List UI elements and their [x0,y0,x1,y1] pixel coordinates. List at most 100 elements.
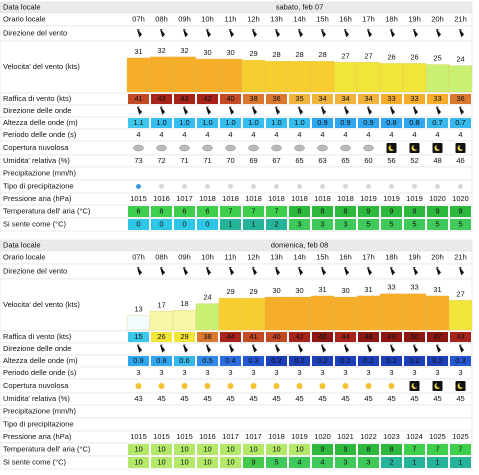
wave-period: 4 [343,130,347,139]
gust: 46 [318,332,326,341]
gust-cell [197,94,218,104]
temperature: 6 [205,206,209,215]
wave-direction-arrow [344,344,350,353]
hour: 09h [178,252,191,261]
gust-cell [128,332,149,342]
wind-bar [448,65,473,93]
wind-value: 28 [272,50,280,59]
cloud-icon [156,144,167,152]
gust: 38 [203,332,211,341]
gust-cell [358,332,379,342]
wind-bar [126,57,151,93]
temperature: 10 [272,444,280,453]
wave-height: 1.0 [202,118,212,127]
humidity: 71 [203,156,211,165]
wave-period: 3 [297,368,301,377]
wave-period: 3 [435,368,439,377]
feels-like-cell [266,457,287,468]
wave-direction-arrow [275,106,281,115]
temperature: 6 [182,206,186,215]
wind-value: 31 [433,285,441,294]
row-label: Copertura nuvolosa [3,143,69,152]
feels-like-cell [220,457,241,468]
feels-like: 0 [136,219,140,228]
cloud-icon [248,144,259,152]
pressure: 1020 [429,194,446,203]
wave-period: 3 [320,368,324,377]
hour: 18h [385,14,398,23]
wind-direction-arrow [367,267,373,276]
gust-cell [335,94,356,104]
temperature-cell [289,206,310,217]
hour: 12h [247,14,260,23]
wind-direction-arrow [206,29,212,38]
feels-like-cell [243,457,264,468]
wave-height-cell [312,118,333,128]
wave-direction-arrow [367,344,373,353]
temperature-cell [128,444,149,455]
pressure: 1017 [222,432,239,441]
sun-icon [365,383,372,389]
gust: 41 [134,94,142,103]
gust: 49 [387,332,395,341]
wind-bar [241,59,266,93]
temperature: 7 [228,206,232,215]
temperature-cell [197,444,218,455]
wave-height: 1.0 [271,118,281,127]
wave-height: 0.4 [225,356,235,365]
sun-icon [296,383,303,389]
feels-like: 5 [458,219,462,228]
wind-value: 32 [180,46,188,55]
row-label: Precipitazione (mm/h) [3,168,76,177]
row-label: Data locale [3,240,41,249]
wave-period: 4 [389,130,393,139]
sun-icon [158,383,165,389]
feels-like-cell [450,219,471,230]
wave-direction-arrow [183,344,189,353]
wave-period: 3 [251,368,255,377]
feels-like-cell [220,219,241,230]
pressure: 1024 [406,432,423,441]
wave-period: 3 [366,368,370,377]
temperature-cell [404,444,425,455]
wind-direction-arrow [436,29,442,38]
sun-icon [319,383,326,389]
row-label: Tipo di precipitazione [3,419,74,428]
gust-cell [450,94,471,104]
wave-direction-arrow [459,344,465,353]
feels-like-cell [151,457,172,468]
feels-like-cell [381,457,402,468]
wave-height-cell [427,118,448,128]
wind-bar [195,58,220,93]
wave-period: 4 [182,130,186,139]
gust-cell [312,332,333,342]
wind-bar [333,296,358,331]
feels-like-cell [312,457,333,468]
temperature-cell [220,444,241,455]
humidity: 52 [410,156,418,165]
gust: 40 [272,332,280,341]
gust-cell [151,94,172,104]
wave-period: 4 [297,130,301,139]
wave-height-cell [128,356,149,366]
precip-type-icon [389,184,394,189]
hour: 18h [385,252,398,261]
hour: 16h [339,14,352,23]
gust: 34 [341,94,349,103]
gust-cell [404,332,425,342]
feels-like: 0 [182,219,186,228]
wind-value: 28 [295,50,303,59]
temperature-cell [151,444,172,455]
feels-like: 10 [180,457,188,466]
precip-type-icon [412,184,417,189]
row-label: Copertura nuvolosa [3,381,69,390]
pressure: 1015 [130,432,147,441]
wave-height: 0.2 [386,356,396,365]
wave-period: 4 [435,130,439,139]
pressure: 1025 [429,432,446,441]
row-bg [0,378,473,394]
cloud-icon [133,144,144,152]
wave-height: 0.5 [202,356,212,365]
wave-direction-arrow [206,344,212,353]
